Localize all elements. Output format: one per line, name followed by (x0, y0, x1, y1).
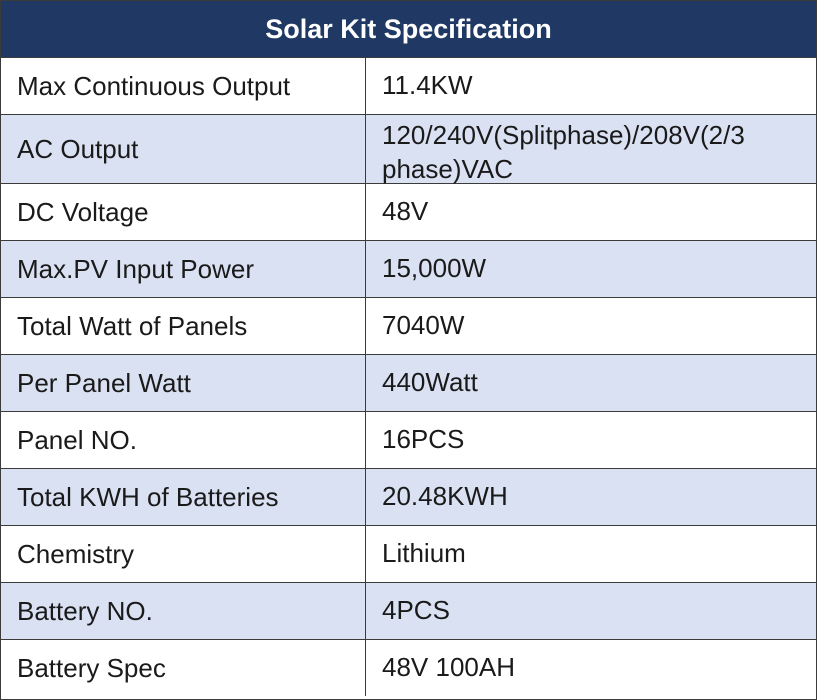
row-value: 20.48KWH (382, 481, 508, 512)
row-label: Battery NO. (1, 583, 366, 639)
row-label: Total Watt of Panels (1, 298, 366, 354)
table-row: Chemistry Lithium (1, 526, 816, 583)
row-label: Per Panel Watt (1, 355, 366, 411)
row-value: Lithium (382, 538, 466, 569)
row-label: Panel NO. (1, 412, 366, 468)
table-row: Per Panel Watt 440Watt (1, 355, 816, 412)
row-value: 48V (382, 196, 429, 227)
row-label: Chemistry (1, 526, 366, 582)
row-label: Max.PV Input Power (1, 241, 366, 297)
table-row: DC Voltage 48V (1, 184, 816, 241)
table-row: AC Output 120/240V(Splitphase)/208V(2/3 … (1, 115, 816, 184)
table-row: Panel NO. 16PCS (1, 412, 816, 469)
table-row: Battery NO. 4PCS (1, 583, 816, 640)
table-row: Total KWH of Batteries 20.48KWH (1, 469, 816, 526)
row-value: 16PCS (382, 424, 465, 455)
row-label: Total KWH of Batteries (1, 469, 366, 525)
row-label: Max Continuous Output (1, 58, 366, 114)
table-row: Max.PV Input Power 15,000W (1, 241, 816, 298)
row-value: 48V 100AH (382, 652, 515, 683)
row-value: 7040W (382, 310, 465, 341)
row-label: Battery Spec (1, 640, 366, 696)
table-row: Max Continuous Output 11.4KW (1, 58, 816, 115)
row-label: AC Output (1, 115, 366, 183)
row-value: 15,000W (382, 253, 487, 284)
row-value: 120/240V(Splitphase)/208V(2/3 phase)VAC (382, 120, 745, 184)
row-value: 440Watt (382, 367, 478, 398)
row-label: DC Voltage (1, 184, 366, 240)
table-row: Battery Spec 48V 100AH (1, 640, 816, 696)
table-row: Total Watt of Panels 7040W (1, 298, 816, 355)
row-value: 4PCS (382, 595, 450, 626)
spec-rows: Max Continuous Output 11.4KW AC Output 1… (1, 58, 816, 699)
row-value: 11.4KW (382, 70, 473, 101)
table-title: Solar Kit Specification (1, 1, 816, 58)
